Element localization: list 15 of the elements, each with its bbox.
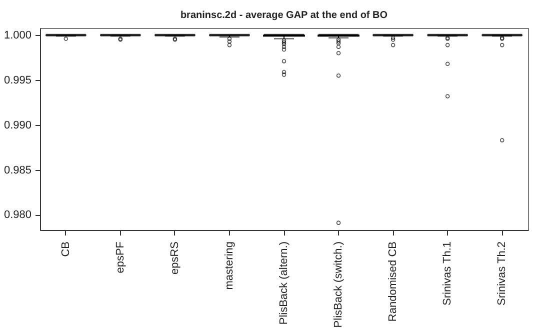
x-tick-label: Randomised CB (387, 242, 400, 322)
x-tick-label: PlisBack (altern.) (278, 242, 290, 325)
y-tick-label: 0.990 (4, 119, 32, 132)
chart-title: braninsc.2d - average GAP at the end of BO (180, 10, 388, 21)
y-tick-label: 1.000 (4, 30, 32, 42)
x-tick-label: CB (60, 242, 72, 257)
x-tick-label: Srinivas Th.1 (442, 242, 454, 306)
y-tick-label: 0.995 (4, 74, 32, 87)
x-tick-label: PlisBack (switch.) (332, 242, 345, 328)
x-tick-label: epsPF (114, 241, 126, 274)
y-tick-label: 0.980 (4, 209, 32, 222)
x-tick-label: mastering (223, 242, 236, 290)
x-tick-label: epsRS (168, 242, 181, 275)
x-tick-label: Srinivas Th.2 (496, 242, 508, 306)
y-tick-label: 0.985 (4, 164, 32, 176)
